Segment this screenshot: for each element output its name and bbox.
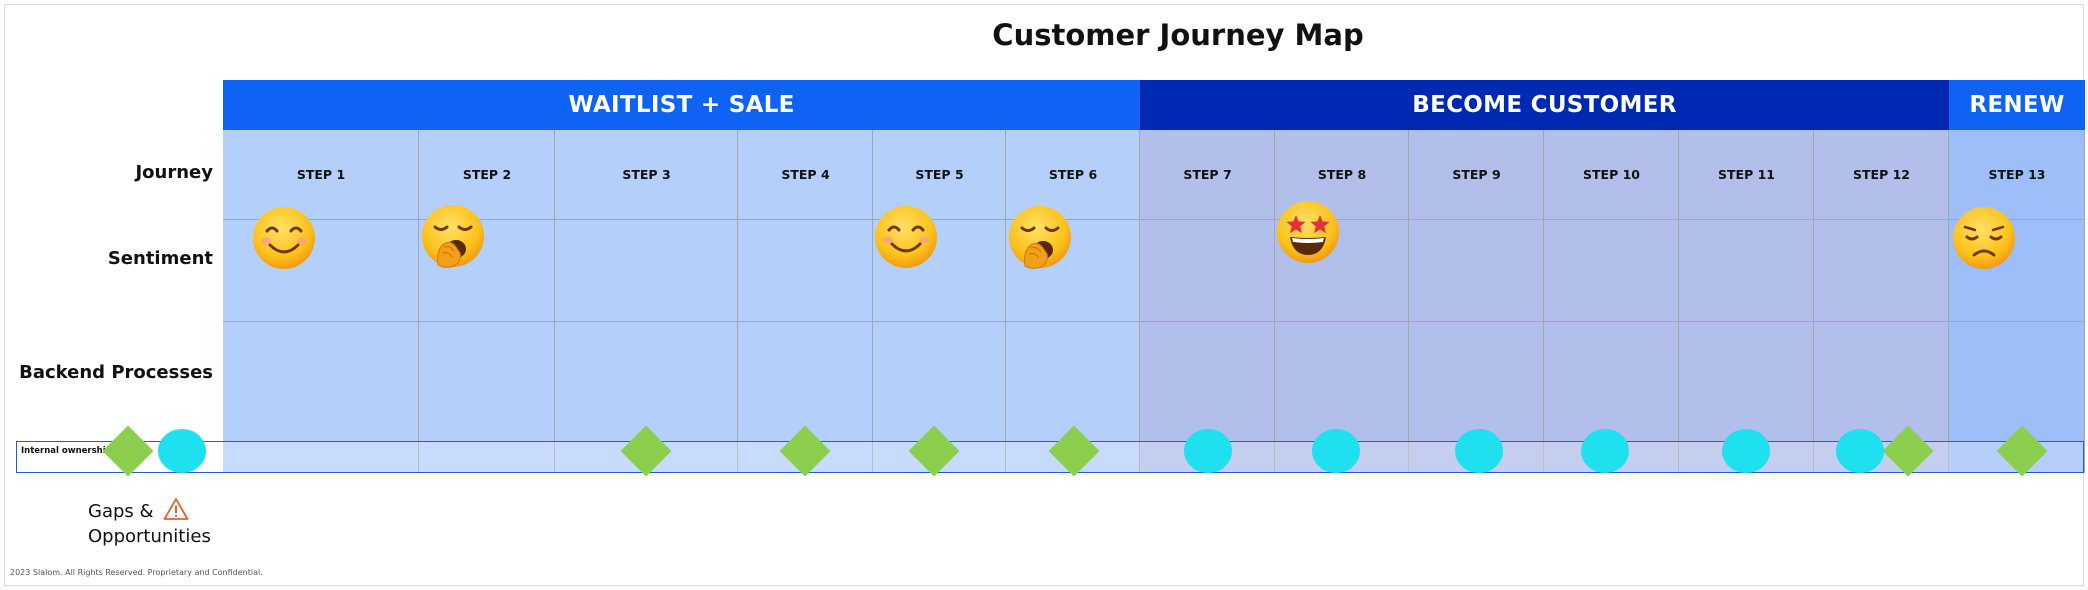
smiling-face-icon: [873, 204, 939, 270]
step-column-4: [738, 130, 873, 473]
row-label-journey: Journey: [135, 162, 213, 183]
step-column-6: [1006, 130, 1140, 473]
step-label-11: STEP 11: [1718, 167, 1775, 182]
step-column-8: [1275, 130, 1409, 473]
internal-ownership-band: [16, 441, 2084, 473]
phase-renew: RENEW: [1949, 80, 2085, 130]
circle-marker: [1312, 429, 1360, 473]
circle-marker: [1722, 429, 1770, 473]
yawning-face-icon: [420, 203, 486, 269]
step-label-2: STEP 2: [462, 167, 512, 182]
row-label-sentiment: Sentiment: [107, 248, 213, 269]
step-label-1: STEP 1: [296, 167, 346, 182]
smiling-face-icon: [251, 205, 317, 271]
star-struck-face-icon: [1275, 199, 1341, 265]
circle-marker: [1581, 429, 1629, 473]
circle-marker: [158, 429, 206, 473]
step-column-13: [1949, 130, 2085, 473]
step-column-1: [223, 130, 419, 473]
step-label-3: STEP 3: [622, 167, 671, 182]
step-label-10: STEP 10: [1583, 167, 1640, 182]
phase-become-customer: BECOME CUSTOMER: [1140, 80, 1949, 130]
step-column-9: [1409, 130, 1544, 473]
gaps-opportunities-label: Gaps & Opportunities: [88, 497, 211, 549]
step-label-8: STEP 8: [1317, 167, 1367, 182]
step-column-2: [419, 130, 555, 473]
step-label-6: STEP 6: [1048, 167, 1098, 182]
phase-waitlist-sale: WAITLIST + SALE: [223, 80, 1140, 130]
disappointed-face-icon: [1951, 205, 2017, 271]
step-label-4: STEP 4: [781, 167, 830, 182]
step-column-5: [873, 130, 1006, 473]
gaps-line-1: Gaps &: [88, 501, 154, 522]
warning-icon: [163, 498, 189, 520]
circle-marker: [1184, 429, 1232, 473]
grid-line-sentiment-bottom: [223, 321, 2085, 322]
yawning-face-icon: [1007, 204, 1073, 270]
row-label-backend-processes: Backend Processes: [19, 362, 213, 383]
footer-copyright: 2023 Slalom. All Rights Reserved. Propri…: [10, 568, 263, 577]
step-label-9: STEP 9: [1452, 167, 1501, 182]
step-column-12: [1814, 130, 1949, 473]
step-label-12: STEP 12: [1853, 167, 1910, 182]
step-column-10: [1544, 130, 1679, 473]
gaps-line-2: Opportunities: [88, 526, 211, 547]
circle-marker: [1836, 429, 1884, 473]
circle-marker: [1455, 429, 1503, 473]
grid-line-journey-bottom: [223, 219, 2085, 220]
step-label-5: STEP 5: [915, 167, 964, 182]
step-column-3: [555, 130, 738, 473]
step-column-11: [1679, 130, 1814, 473]
step-label-13: STEP 13: [1988, 167, 2046, 182]
step-column-7: [1140, 130, 1275, 473]
page-title: Customer Journey Map: [992, 18, 1364, 52]
row-label-internal-ownership: Internal ownership: [21, 446, 112, 456]
step-label-7: STEP 7: [1183, 167, 1232, 182]
